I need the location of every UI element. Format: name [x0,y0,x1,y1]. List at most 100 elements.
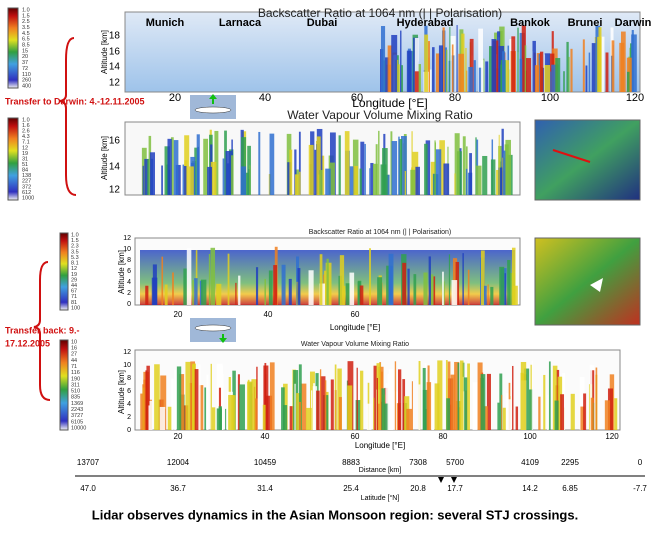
lidar-signal [378,403,380,430]
colorbar-label: 372 [22,184,31,190]
lidar-signal [357,281,361,305]
y-tick-label: 4 [127,279,131,286]
lidar-signal [216,408,222,430]
lidar-signal [324,380,327,430]
lidar-signal [407,268,410,305]
colorbar-label: 51 [22,162,28,168]
map [534,119,641,201]
y-tick-label: 14 [109,162,121,173]
lidar-signal [491,39,497,92]
lidar-signal [501,394,503,430]
lidar-signal [423,272,428,305]
y-tick-label: 0 [127,301,131,308]
transfer-label: 17.12.2005 [5,338,50,348]
colorbar-label: 138 [22,173,31,179]
lidar-signal [288,278,292,305]
lidar-signal [402,379,406,430]
colorbar-label: 1.0 [22,117,30,123]
y-tick-label: 10 [123,362,131,369]
lidar-signal [324,270,327,305]
map-arrow [552,149,591,163]
x-tick-label: 20 [169,92,181,104]
lidar-signal [438,45,443,92]
lidar-signal [520,361,527,430]
y-axis-label: Altitude [km] [100,30,109,74]
x-tick-label: 20 [174,432,183,441]
colorbar-label: 835 [71,395,80,401]
lidar-signal [263,365,269,430]
panel-title: Water Vapour Volume Mixing Ratio [287,108,473,122]
lidar-signal [442,27,445,92]
lidar-signal [580,406,585,430]
x-tick-label: 100 [541,92,559,104]
colorbar-label: 1.6 [22,123,30,129]
lidar-signal [410,169,416,195]
lidar-signal [560,394,565,430]
lidar-signal [282,405,288,430]
lidar-signal [568,56,570,92]
lidar-signal [532,40,536,92]
lidar-signal [266,395,273,430]
lidar-signal [519,58,523,92]
lidar-signal [451,44,454,92]
axis-title: Latitude [°N] [361,494,400,502]
lidar-signal [487,284,489,305]
lidar-signal [173,140,179,195]
colorbar-label: 19 [22,151,28,157]
colorbar-label: 1.0 [22,7,30,13]
lidar-signal [353,165,358,195]
lidar-signal [376,363,381,430]
y-tick-label: 4 [127,401,131,408]
panel-title: Backscatter Ratio at 1064 nm (| | Polari… [258,6,502,20]
lidar-signal [467,269,470,305]
colorbar-label: 612 [22,190,31,196]
colorbar-label: 10000 [71,425,86,431]
colorbar-label: 8.5 [22,43,30,49]
lidar-signal [385,57,390,92]
lidar-signal [554,400,559,430]
lidar-signal [182,164,185,195]
colorbar-label: 3.5 [22,25,30,31]
lidar-signal [388,369,394,430]
lidar-signal [164,146,170,195]
lidar-signal [445,49,448,92]
lidar-signal [472,382,478,430]
lidar-signal [478,67,483,92]
lidar-signal [249,165,251,195]
lidar-signal [142,165,144,195]
lidar-signal [429,274,434,305]
lidar-signal [330,379,334,430]
lidar-signal [359,168,362,195]
lidar-signal [255,267,259,305]
y-tick-label: 16 [109,136,121,147]
lidar-signal [204,387,207,430]
lidar-signal [247,381,253,430]
lidar-signal [148,135,152,195]
lidar-signal [281,264,286,305]
lidar-signal [582,39,585,92]
lidar-signal [381,388,385,430]
lidar-signal [485,61,489,92]
lidar-signal [208,253,211,305]
lidar-signal [298,364,302,430]
lidar-signal [300,383,307,430]
lidar-signal [398,64,400,92]
y-tick-label: 18 [109,31,121,42]
x-tick-label: 40 [264,310,273,319]
axis-title: Distance [km] [359,467,401,474]
lidar-signal [294,174,299,195]
x-tick-label: 60 [351,310,360,319]
lidar-signal [145,370,148,430]
lidar-signal [464,377,468,430]
lidar-signal [502,150,506,195]
latitude-label: 14.2 [522,484,538,493]
lidar-signal [427,41,430,92]
lidar-signal [499,373,503,430]
lidar-signal [145,285,149,305]
lidar-signal [455,261,460,305]
lidar-signal [428,256,431,305]
lidar-signal [319,170,323,195]
lidar-signal [312,386,318,430]
transfer-label: Transfer back: 9.- [5,325,80,335]
lidar-signal [550,71,552,92]
